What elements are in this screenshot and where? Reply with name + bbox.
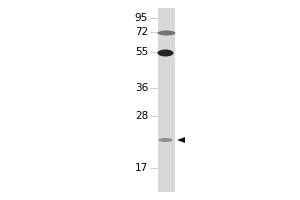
Polygon shape xyxy=(177,137,185,143)
Text: 28: 28 xyxy=(135,111,148,121)
Text: 95: 95 xyxy=(135,13,148,23)
Text: 72: 72 xyxy=(135,27,148,37)
Ellipse shape xyxy=(158,49,173,56)
Text: 55: 55 xyxy=(135,47,148,57)
Text: 36: 36 xyxy=(135,83,148,93)
Ellipse shape xyxy=(158,138,172,142)
Bar xyxy=(158,8,175,192)
Text: 17: 17 xyxy=(135,163,148,173)
Ellipse shape xyxy=(158,30,175,36)
